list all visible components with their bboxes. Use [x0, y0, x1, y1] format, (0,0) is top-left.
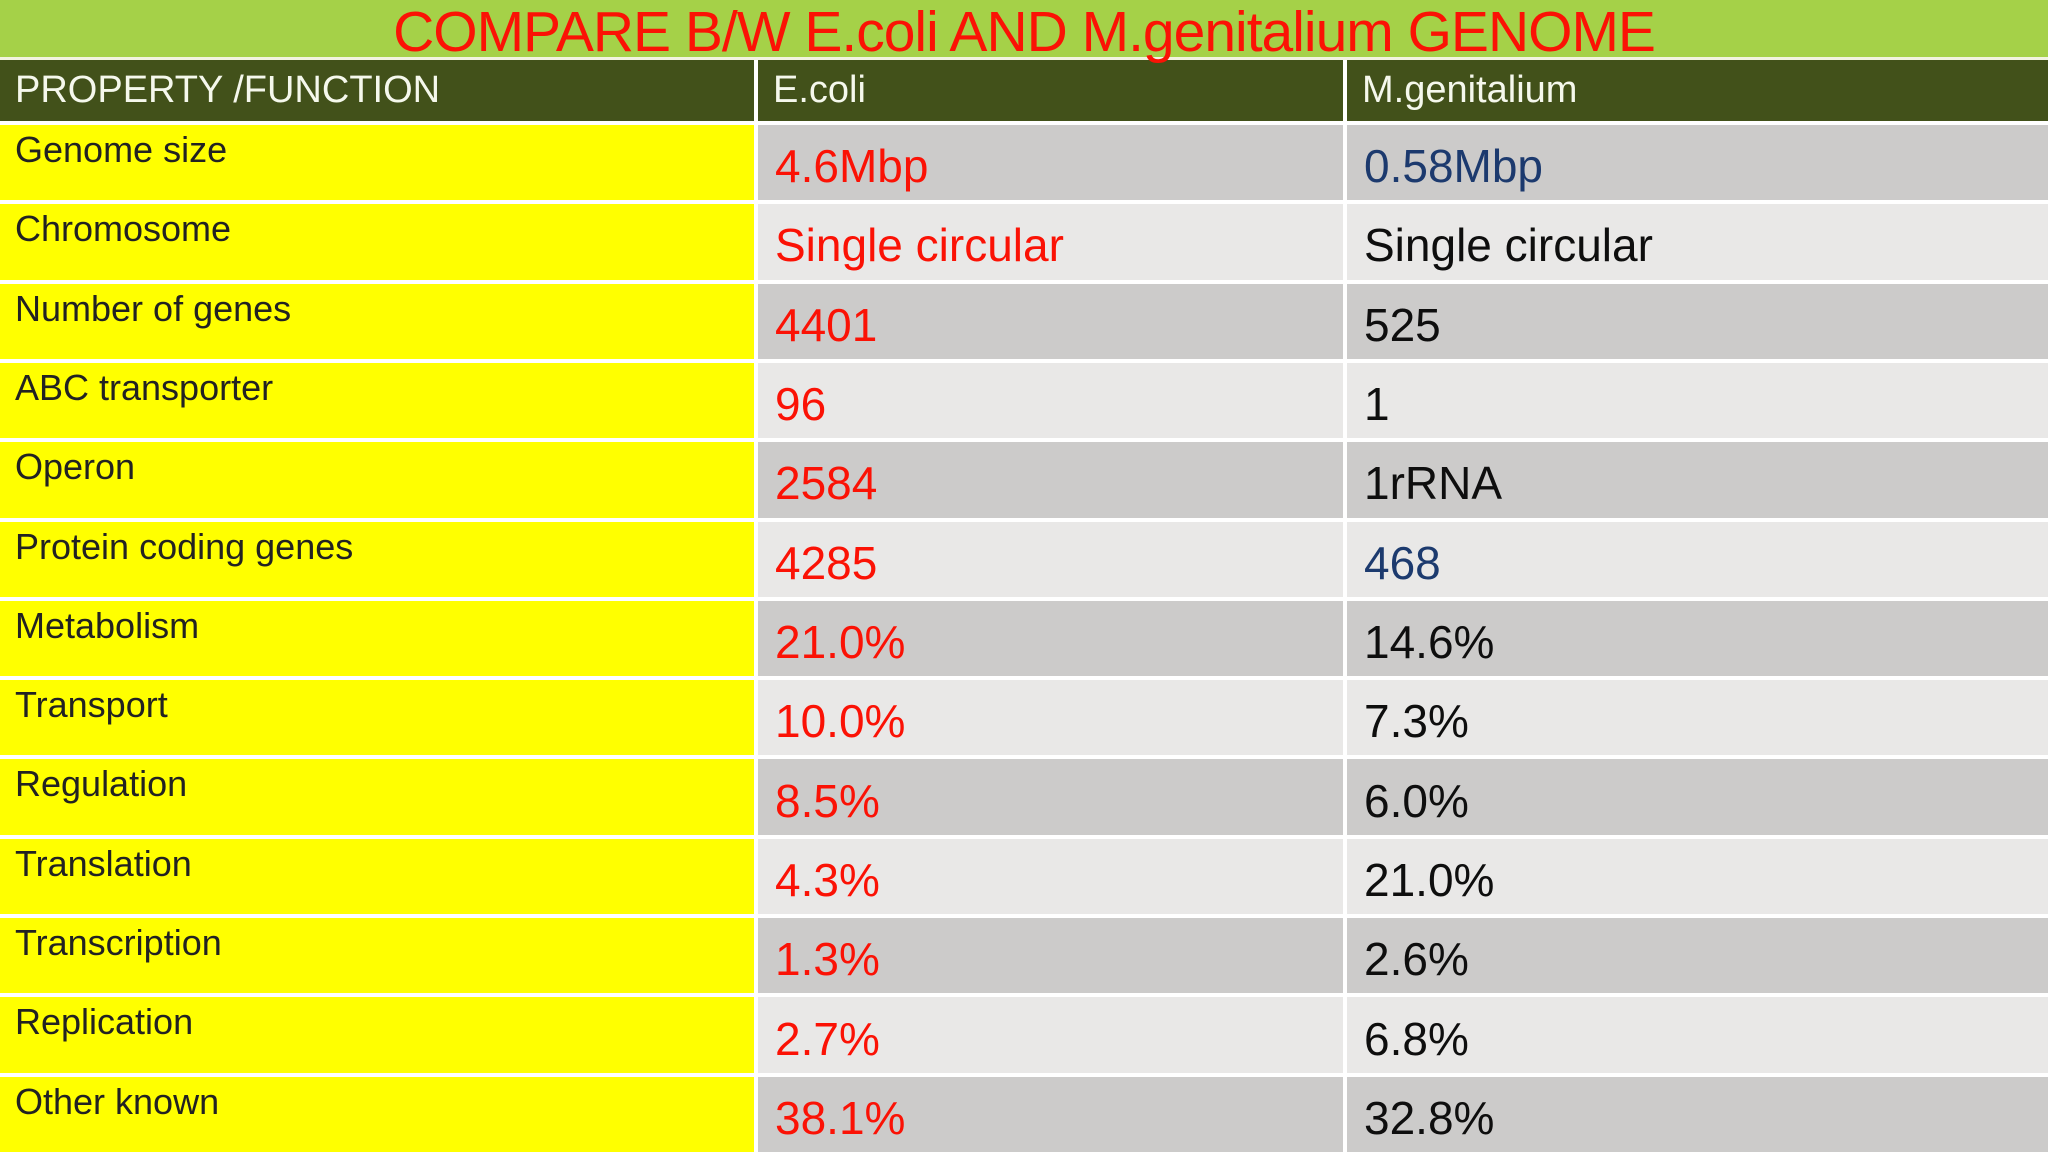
mgenitalium-value-cell: 6.0% — [1347, 759, 2048, 835]
table-row: Regulation 8.5% 6.0% — [0, 759, 2048, 835]
slide-title: COMPARE B/W E.coli AND M.genitalium GENO… — [393, 0, 1656, 64]
ecoli-value-cell: 4.3% — [758, 838, 1343, 915]
mgenitalium-value-cell: 1rRNA — [1347, 442, 2048, 518]
property-cell: Protein coding genes — [0, 521, 754, 597]
table-row: Protein coding genes 4285 468 — [0, 521, 2048, 597]
table-row: Transcription 1.3% 2.6% — [0, 918, 2048, 994]
property-cell: Metabolism — [0, 600, 754, 677]
table-row: Transport 10.0% 7.3% — [0, 680, 2048, 756]
property-cell: Number of genes — [0, 283, 754, 359]
property-cell: Other known — [0, 1076, 754, 1152]
table-body: Genome size 4.6Mbp 0.58Mbp Chromosome Single… — [0, 121, 2048, 1152]
header-property-function: PROPERTY /FUNCTION — [0, 60, 754, 121]
property-cell: Translation — [0, 838, 754, 915]
property-cell: Operon — [0, 442, 754, 518]
mgenitalium-value-cell: Single circular — [1347, 204, 2048, 280]
title-bar: COMPARE B/W E.coli AND M.genitalium GENO… — [0, 0, 2048, 64]
ecoli-value-cell: 10.0% — [758, 680, 1343, 756]
table-row: Replication 2.7% 6.8% — [0, 997, 2048, 1073]
mgenitalium-value-cell: 525 — [1347, 283, 2048, 359]
ecoli-value-cell: 2584 — [758, 442, 1343, 518]
ecoli-value-cell: 4.6Mbp — [758, 125, 1343, 201]
property-cell: Replication — [0, 997, 754, 1073]
property-cell: Regulation — [0, 759, 754, 835]
property-cell: ABC transporter — [0, 362, 754, 439]
header-mgenitalium: M.genitalium — [1347, 60, 2048, 121]
mgenitalium-value-cell: 21.0% — [1347, 838, 2048, 915]
mgenitalium-value-cell: 468 — [1347, 521, 2048, 597]
property-cell: Chromosome — [0, 204, 754, 280]
table-row: Chromosome Single circular Single circular — [0, 204, 2048, 280]
property-cell: Transport — [0, 680, 754, 756]
ecoli-value-cell: 4401 — [758, 283, 1343, 359]
ecoli-value-cell: 1.3% — [758, 918, 1343, 994]
mgenitalium-value-cell: 14.6% — [1347, 600, 2048, 677]
table-row: Number of genes 4401 525 — [0, 283, 2048, 359]
ecoli-value-cell: 2.7% — [758, 997, 1343, 1073]
table-row: Operon 2584 1rRNA — [0, 442, 2048, 518]
ecoli-value-cell: Single circular — [758, 204, 1343, 280]
mgenitalium-value-cell: 2.6% — [1347, 918, 2048, 994]
table-row: Metabolism 21.0% 14.6% — [0, 600, 2048, 677]
mgenitalium-value-cell: 6.8% — [1347, 997, 2048, 1073]
table-row: ABC transporter 96 1 — [0, 362, 2048, 439]
mgenitalium-value-cell: 0.58Mbp — [1347, 125, 2048, 201]
table-header-row: PROPERTY /FUNCTION E.coli M.genitalium — [0, 60, 2048, 121]
property-cell: Genome size — [0, 125, 754, 201]
property-cell: Transcription — [0, 918, 754, 994]
table-row: Other known 38.1% 32.8% — [0, 1076, 2048, 1152]
ecoli-value-cell: 4285 — [758, 521, 1343, 597]
ecoli-value-cell: 21.0% — [758, 600, 1343, 677]
mgenitalium-value-cell: 7.3% — [1347, 680, 2048, 756]
ecoli-value-cell: 8.5% — [758, 759, 1343, 835]
ecoli-value-cell: 96 — [758, 362, 1343, 439]
ecoli-value-cell: 38.1% — [758, 1076, 1343, 1152]
header-ecoli: E.coli — [758, 60, 1343, 121]
mgenitalium-value-cell: 32.8% — [1347, 1076, 2048, 1152]
mgenitalium-value-cell: 1 — [1347, 362, 2048, 439]
table-row: Translation 4.3% 21.0% — [0, 838, 2048, 915]
table-row: Genome size 4.6Mbp 0.58Mbp — [0, 125, 2048, 201]
